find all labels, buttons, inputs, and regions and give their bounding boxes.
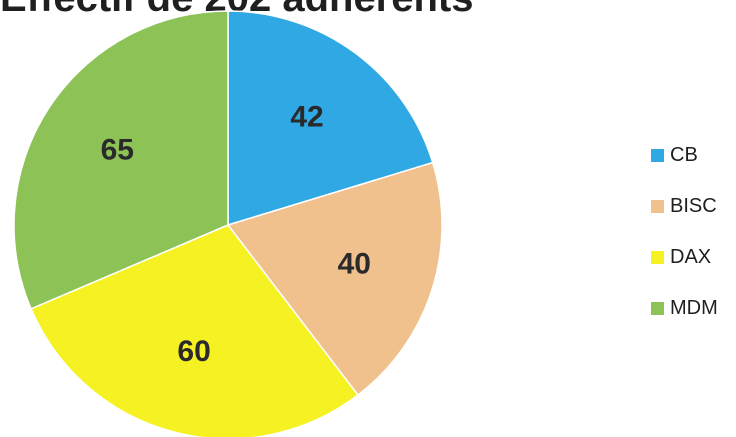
pie-slice-bisc bbox=[226, 161, 443, 397]
data-label-dax: 60 bbox=[177, 335, 210, 368]
legend-item-bisc: BISC bbox=[651, 194, 735, 219]
legend-label: CB bbox=[670, 144, 698, 166]
pie-slice-mdm bbox=[13, 10, 229, 310]
legend-label: BISC bbox=[670, 195, 717, 217]
legend-swatch bbox=[651, 149, 664, 162]
legend-item-mdm: MDM bbox=[651, 296, 735, 321]
legend-item-cb: CB bbox=[651, 143, 735, 168]
legend-swatch bbox=[651, 251, 664, 264]
pie-slice-dax bbox=[30, 224, 360, 437]
legend: CB BISC DAX MDM bbox=[651, 143, 735, 347]
data-label-cb: 42 bbox=[290, 100, 323, 133]
data-label-mdm: 65 bbox=[101, 134, 134, 167]
legend-label: DAX bbox=[670, 246, 712, 268]
legend-item-dax: DAX bbox=[651, 245, 735, 270]
pie-slice-cb bbox=[227, 10, 434, 227]
legend-label: MDM bbox=[670, 297, 718, 319]
chart-title: Effectif de 202 adhérents bbox=[0, 0, 560, 20]
data-label-bisc: 40 bbox=[338, 248, 371, 281]
legend-swatch bbox=[651, 200, 664, 213]
legend-swatch bbox=[651, 302, 664, 315]
